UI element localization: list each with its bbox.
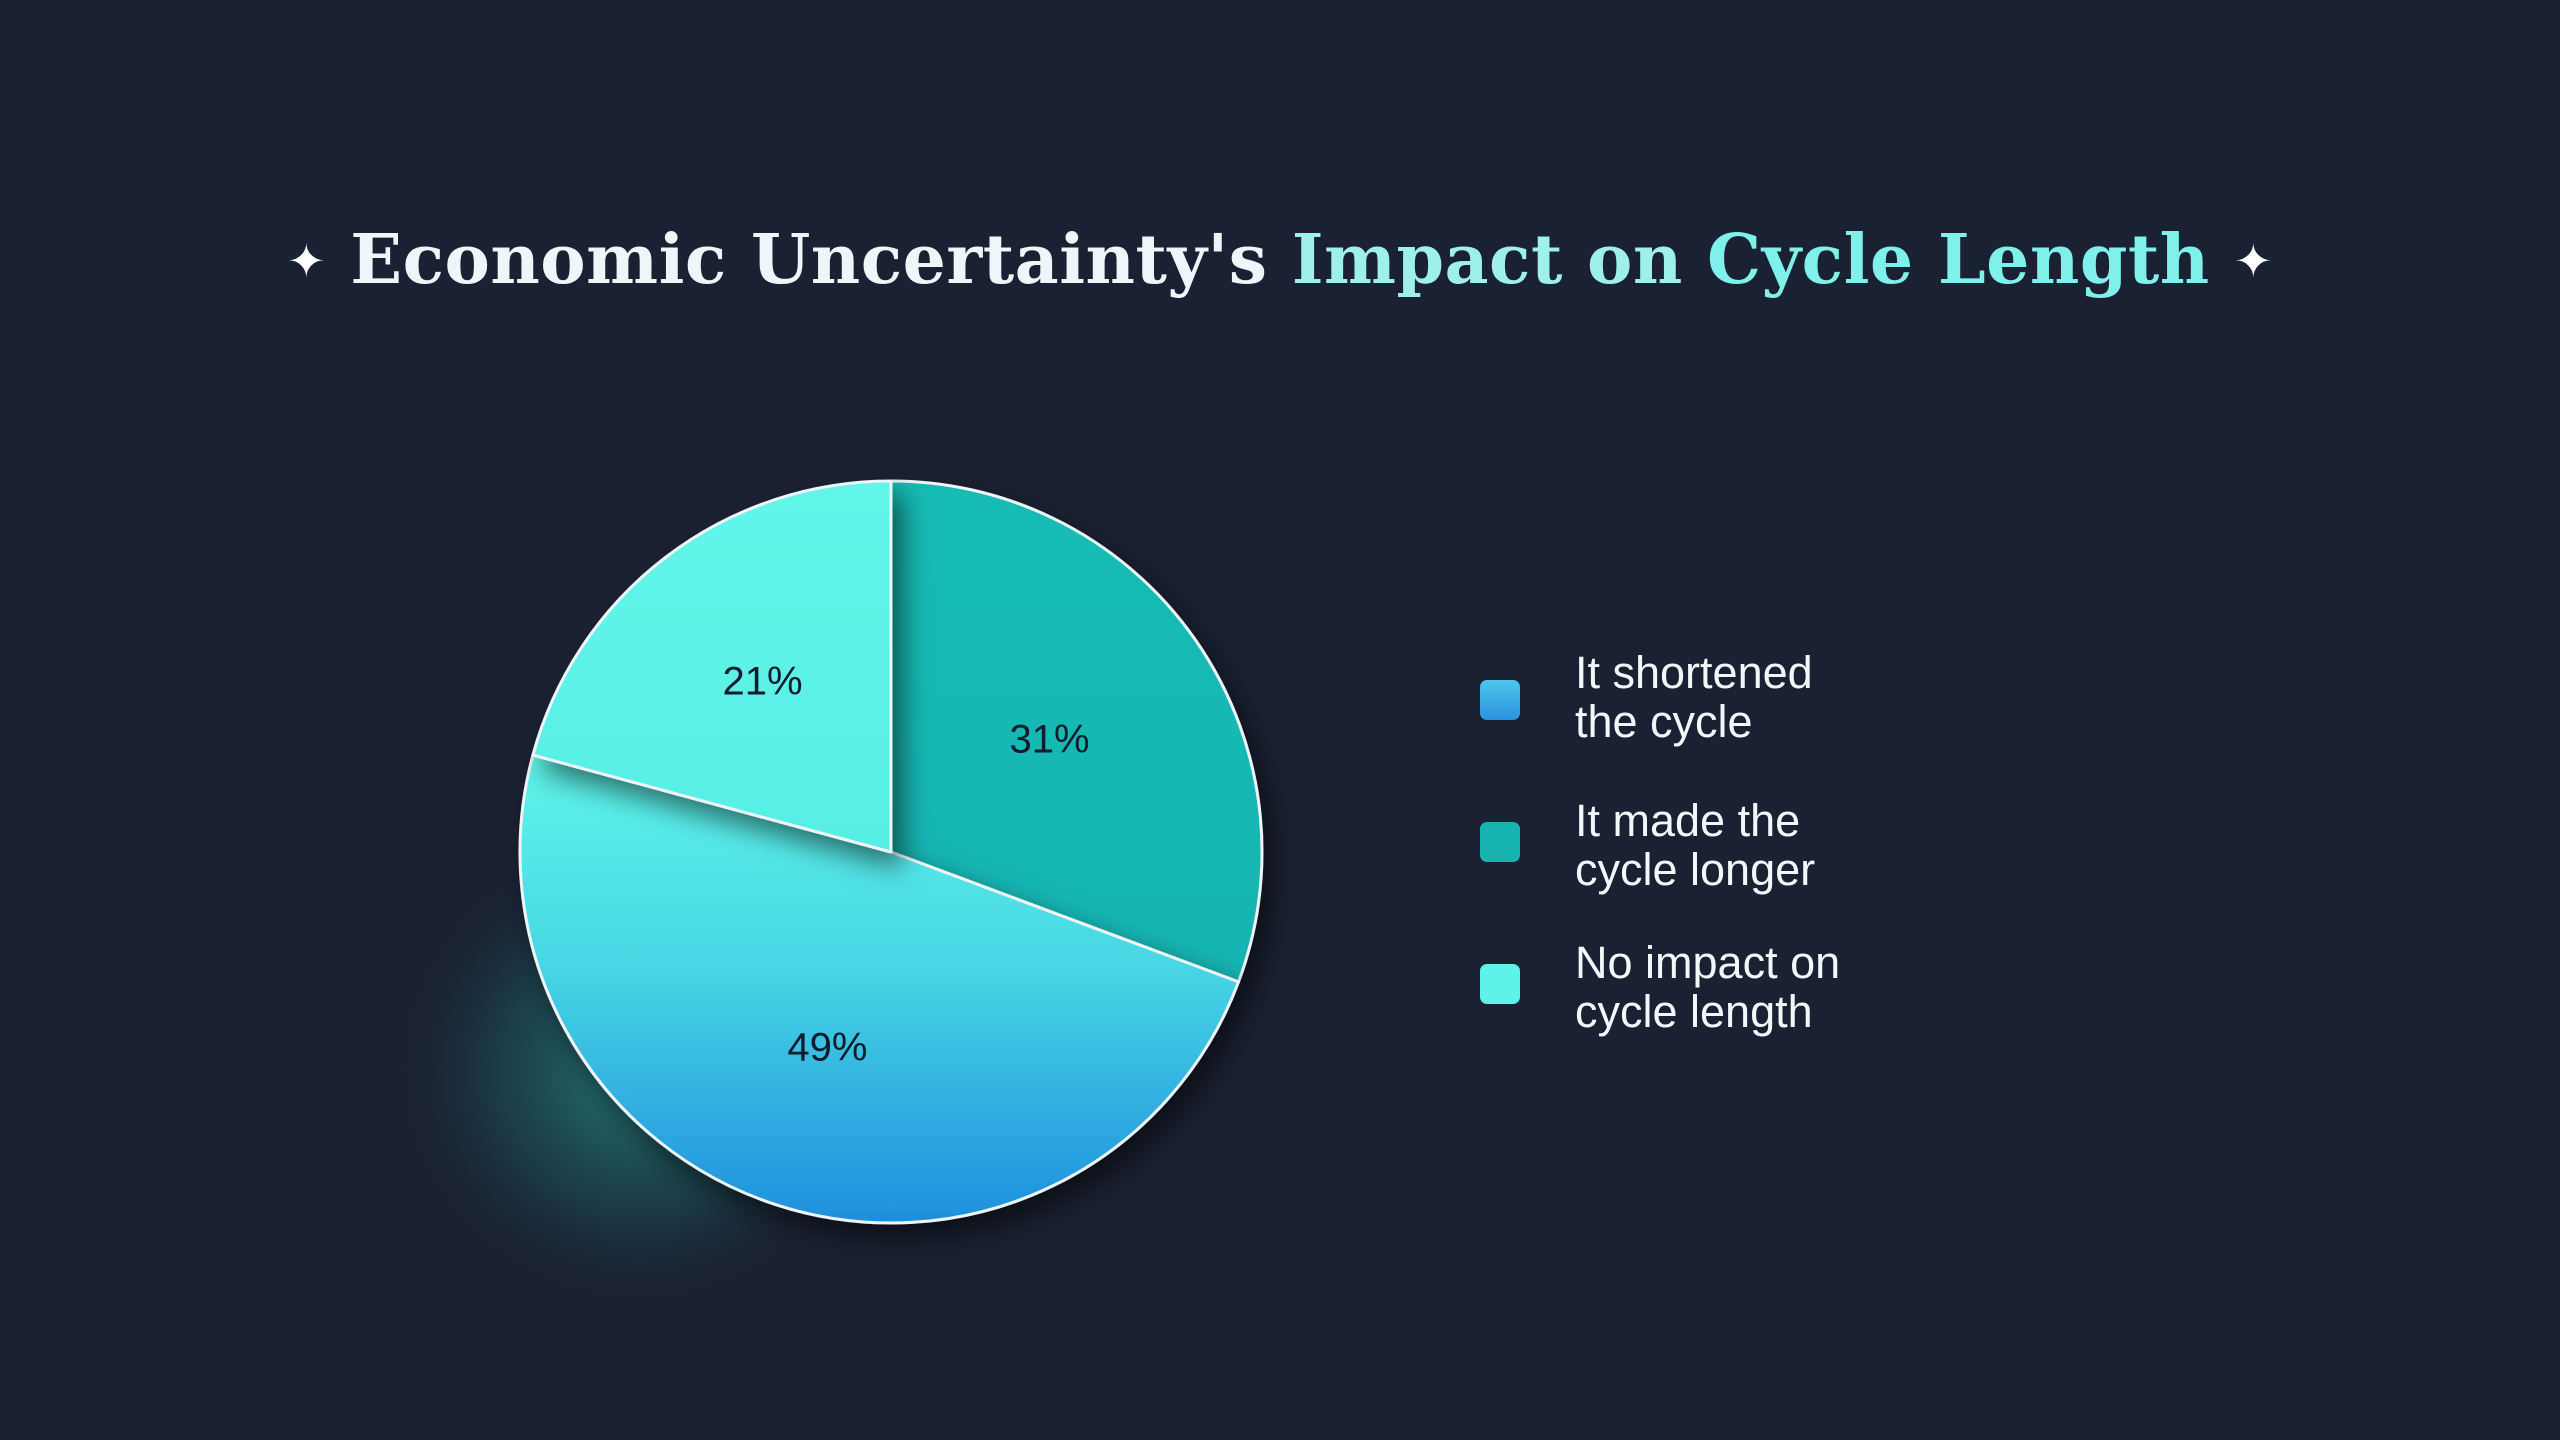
legend-swatch-no-impact	[1480, 964, 1520, 1004]
title-part-2: Impact on	[1291, 220, 1683, 300]
legend-item-longer: It made the cycle longer	[1480, 796, 1980, 938]
slice-label-no-impact: 21%	[722, 660, 802, 704]
sparkle-icon-left: ✦	[287, 234, 327, 288]
pie-slice-longer	[889, 479, 1264, 984]
legend-item-shortened: It shortened the cycle	[1480, 648, 1980, 796]
title-part-1: Economic Uncertainty's	[350, 220, 1268, 300]
chart-legend: It shortened the cycle It made the cycle…	[1480, 648, 1980, 1086]
legend-swatch-longer	[1480, 822, 1520, 862]
pie-slice-labels: 31% 49% 21%	[722, 660, 1089, 1070]
legend-label-shortened-line2: the cycle	[1575, 696, 1753, 747]
legend-label-no-impact: No impact on cycle length	[1575, 938, 1955, 1036]
legend-label-no-impact-line1: No impact on	[1575, 937, 1841, 988]
legend-label-shortened-line1: It shortened	[1575, 647, 1813, 698]
legend-label-no-impact-line2: cycle length	[1575, 986, 1813, 1037]
pie-slice-no-impact	[531, 479, 893, 854]
pie-slices	[518, 479, 1264, 1225]
pie-slice-shortened	[518, 753, 1241, 1225]
slice-label-shortened: 49%	[787, 1025, 867, 1069]
legend-label-shortened: It shortened the cycle	[1575, 648, 1955, 746]
slice-label-longer: 31%	[1009, 718, 1089, 762]
legend-item-no-impact: No impact on cycle length	[1480, 938, 1980, 1086]
chart-title: ✦ Economic Uncertainty's Impact on Cycle…	[0, 210, 2560, 311]
legend-label-longer: It made the cycle longer	[1575, 796, 1955, 894]
legend-label-longer-line1: It made the	[1575, 795, 1801, 846]
sparkle-icon-right: ✦	[2233, 234, 2273, 288]
legend-label-longer-line2: cycle longer	[1575, 844, 1816, 895]
title-part-3: Cycle Length	[1707, 220, 2210, 300]
legend-swatch-shortened	[1480, 680, 1520, 720]
